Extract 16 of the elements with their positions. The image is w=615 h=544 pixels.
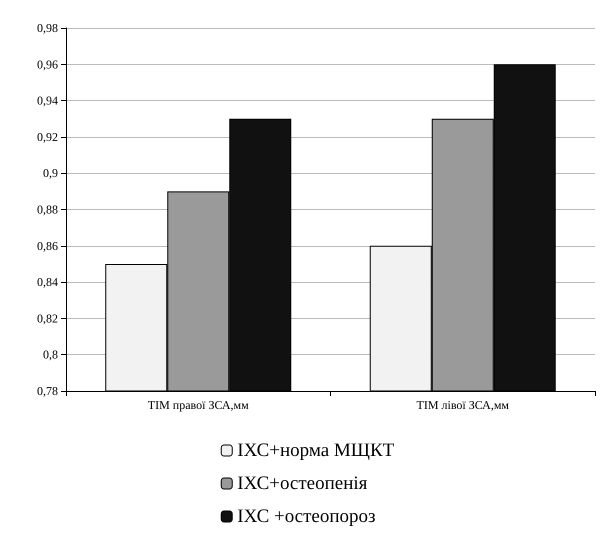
y-tick-label: 0,88 bbox=[37, 202, 58, 216]
y-tick-label: 0,9 bbox=[43, 166, 58, 180]
y-tick-label: 0,94 bbox=[37, 94, 58, 108]
x-tick-label: ТІМ лівої ЗСА,мм bbox=[416, 398, 510, 412]
legend-label: ІХС+остеопенія bbox=[237, 473, 368, 494]
y-tick-label: 0,78 bbox=[37, 384, 58, 398]
y-tick-label: 0,86 bbox=[37, 238, 58, 253]
legend-label: ІХС+норма МЩКТ bbox=[237, 440, 395, 461]
y-tick-label: 0,8 bbox=[43, 348, 58, 362]
y-tick-label: 0,98 bbox=[37, 21, 58, 35]
y-tick-label: 0,96 bbox=[37, 57, 58, 72]
x-tick-label: ТІМ правої ЗСА,мм bbox=[148, 398, 250, 412]
legend-label: ІХС +остеопороз bbox=[237, 506, 376, 527]
y-tick-label: 0,84 bbox=[37, 275, 58, 290]
y-tick-label: 0,82 bbox=[37, 311, 58, 326]
y-tick-label: 0,92 bbox=[37, 130, 58, 144]
